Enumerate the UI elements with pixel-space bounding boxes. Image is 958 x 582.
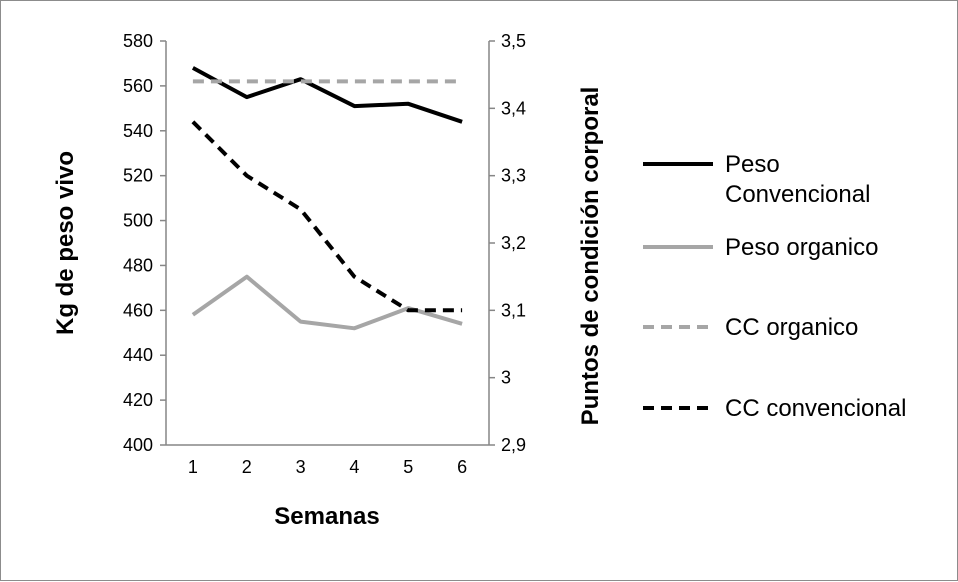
data-point bbox=[354, 81, 355, 82]
data-point bbox=[300, 81, 301, 82]
data-point bbox=[192, 67, 193, 68]
series-lines bbox=[191, 66, 463, 331]
data-point bbox=[462, 81, 463, 82]
data-point bbox=[408, 310, 409, 311]
data-point bbox=[192, 81, 193, 82]
data-point bbox=[462, 121, 463, 122]
left-y-tick-label: 420 bbox=[123, 390, 153, 410]
right-y-ticks: 2,9 3 3,1 3,2 3,3 3,4 3,5 bbox=[489, 31, 526, 455]
x-tick-label: 5 bbox=[403, 457, 413, 477]
right-y-tick-label: 3,5 bbox=[501, 31, 526, 51]
data-point bbox=[192, 314, 193, 315]
right-y-tick-label: 3,1 bbox=[501, 300, 526, 320]
left-y-tick-label: 480 bbox=[123, 255, 153, 275]
left-y-axis-title: Kg de peso vivo bbox=[52, 151, 79, 335]
left-y-tick-label: 460 bbox=[123, 300, 153, 320]
legend-label: Convencional bbox=[725, 181, 870, 208]
data-point bbox=[354, 328, 355, 329]
data-point bbox=[246, 175, 247, 176]
left-y-tick-label: 400 bbox=[123, 435, 153, 455]
left-y-tick-label: 500 bbox=[123, 211, 153, 231]
left-y-tick-label: 520 bbox=[123, 166, 153, 186]
data-point bbox=[246, 81, 247, 82]
x-tick-label: 4 bbox=[349, 457, 359, 477]
x-tick-label: 3 bbox=[296, 457, 306, 477]
legend-label: CC convencional bbox=[725, 395, 906, 422]
left-y-tick-label: 440 bbox=[123, 345, 153, 365]
data-point bbox=[300, 209, 301, 210]
left-y-ticks: 400 420 440 460 480 500 520 540 560 580 bbox=[123, 31, 166, 455]
right-y-axis-title: Puntos de condición corporal bbox=[577, 87, 604, 426]
x-tick-label: 2 bbox=[242, 457, 252, 477]
left-y-tick-label: 540 bbox=[123, 121, 153, 141]
right-y-tick-label: 3,4 bbox=[501, 98, 526, 118]
series-line-peso-organico bbox=[191, 274, 463, 331]
right-y-tick-label: 3,2 bbox=[501, 233, 526, 253]
x-axis-title: Semanas bbox=[274, 503, 379, 530]
series-line-peso-convencional bbox=[191, 66, 463, 124]
x-tick-label: 6 bbox=[457, 457, 467, 477]
legend-label: Peso bbox=[725, 151, 780, 178]
data-point bbox=[354, 276, 355, 277]
legend-label: Peso organico bbox=[725, 234, 878, 261]
x-tick-label: 1 bbox=[188, 457, 198, 477]
series-line-cc-convencional bbox=[191, 120, 463, 313]
data-point bbox=[408, 81, 409, 82]
right-y-tick-label: 3 bbox=[501, 368, 511, 388]
legend: Peso Convencional Peso organico CC organico… bbox=[643, 151, 906, 422]
left-y-tick-label: 560 bbox=[123, 76, 153, 96]
right-y-tick-label: 3,3 bbox=[501, 166, 526, 186]
data-point bbox=[192, 121, 193, 122]
data-point bbox=[354, 106, 355, 107]
data-point bbox=[408, 103, 409, 104]
data-point bbox=[246, 276, 247, 277]
data-point bbox=[462, 323, 463, 324]
x-ticks: 1 2 3 4 5 6 bbox=[188, 457, 467, 477]
data-point bbox=[300, 321, 301, 322]
data-point bbox=[246, 97, 247, 98]
right-y-tick-label: 2,9 bbox=[501, 435, 526, 455]
legend-label: CC organico bbox=[725, 314, 858, 341]
data-point bbox=[462, 310, 463, 311]
left-y-tick-label: 580 bbox=[123, 31, 153, 51]
